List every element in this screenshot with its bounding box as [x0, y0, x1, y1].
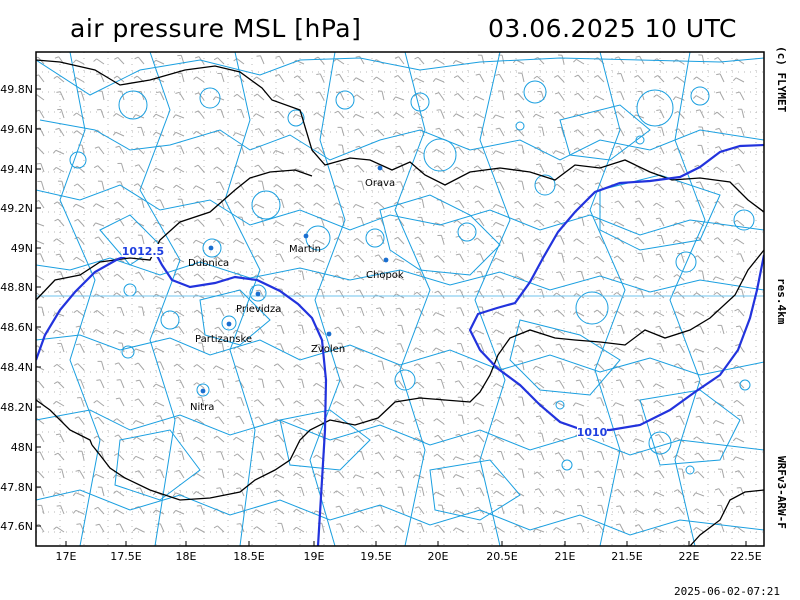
terrain-contours	[36, 52, 764, 546]
city-dot	[377, 165, 383, 171]
model-label: WRFv3-ARW-F	[775, 456, 788, 529]
city-label: Prievidza	[236, 304, 281, 315]
lon-tick-label: 17E	[56, 550, 77, 563]
city-dot	[303, 233, 309, 239]
lon-tick-label: 18E	[176, 550, 197, 563]
isobar-label: 1012.5	[122, 245, 164, 258]
map-frame	[35, 51, 765, 547]
lat-tick-label: 49N	[11, 242, 33, 255]
lat-tick-label: 49.6N	[0, 123, 33, 136]
lat-tick-label: 48.6N	[0, 321, 33, 334]
city-dot	[200, 388, 206, 394]
city-label: Zvolen	[311, 344, 345, 355]
map-title: air pressure MSL [hPa]	[70, 14, 362, 43]
city-markers: Orava Martin Dubnica Chopok Prievidza Partiza…	[188, 165, 404, 413]
city-dot	[208, 245, 214, 251]
city-label: Orava	[365, 178, 395, 189]
city-label: Martin	[289, 244, 321, 255]
resolution-label: res.4km	[775, 278, 788, 325]
lat-tick-label: 48N	[11, 441, 33, 454]
lon-tick-label: 20E	[428, 550, 449, 563]
city-dot	[326, 331, 332, 337]
lon-tick-label: 17.5E	[110, 550, 141, 563]
isobar-1012-5	[36, 250, 328, 546]
isobar-label: 1010	[577, 426, 608, 439]
city-label: Nitra	[190, 402, 214, 413]
lon-tick-label: 22E	[679, 550, 700, 563]
city-dot	[226, 321, 232, 327]
lon-tick-label: 21.5E	[611, 550, 642, 563]
lon-tick-label: 20.5E	[486, 550, 517, 563]
city-dot	[383, 257, 389, 263]
lon-tick-label: 19E	[304, 550, 325, 563]
lat-tick-label: 48.8N	[0, 281, 33, 294]
lat-tick-label: 49.2N	[0, 202, 33, 215]
copyright-label: (c) FLYMET	[775, 46, 788, 113]
city-label: Dubnica	[188, 258, 229, 269]
isobars	[36, 143, 764, 546]
city-dot	[255, 291, 261, 297]
lat-tick-label: 48.2N	[0, 401, 33, 414]
forecast-datetime: 03.06.2025 10 UTC	[488, 14, 737, 43]
lat-tick-label: 48.4N	[0, 361, 33, 374]
lat-tick-label: 47.6N	[0, 520, 33, 533]
city-label: Partizanske	[195, 334, 252, 345]
country-borders	[36, 59, 764, 546]
city-label: Chopok	[366, 270, 404, 281]
lat-tick-label: 49.4N	[0, 163, 33, 176]
lon-tick-label: 19.5E	[360, 550, 391, 563]
run-timestamp: 2025-06-02-07:21	[674, 585, 780, 598]
isobar-1010	[468, 143, 764, 432]
lat-tick-label: 47.8N	[0, 481, 33, 494]
axes: 17E 17.5E 18E 18.5E 19E 19.5E 20E 20.5E 21E 21.5E…	[0, 83, 762, 563]
lon-tick-label: 18.5E	[233, 550, 264, 563]
lon-tick-label: 21E	[555, 550, 576, 563]
lon-tick-label: 22.5E	[730, 550, 761, 563]
lat-tick-label: 49.8N	[0, 83, 33, 96]
